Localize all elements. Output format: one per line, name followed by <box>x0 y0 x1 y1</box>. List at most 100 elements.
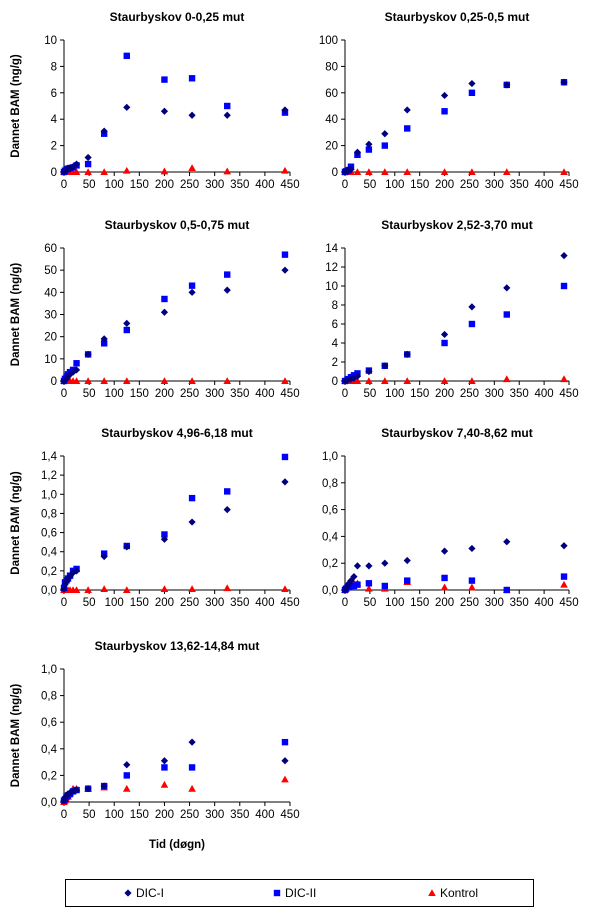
chart-panel-4: Staurbyskov 2,52-3,70 mut 0 2 4 6 8 10 12 14 0 50 1… <box>325 218 578 400</box>
y-tick-label: 50 <box>44 265 57 277</box>
chart-title: Staurbyskov 0,5-0,75 mut <box>105 218 250 232</box>
y-tick-label: 0 <box>332 376 338 388</box>
x-tick-label: 100 <box>105 597 124 609</box>
y-tick-label: 0,4 <box>41 547 58 559</box>
series-dic-ii-point <box>188 494 196 502</box>
series-dic-i-point <box>350 374 358 382</box>
y-tick-label: 0,0 <box>322 585 338 597</box>
x-tick-label: 350 <box>510 597 529 609</box>
series-kontrol-point <box>365 168 373 175</box>
series-kontrol-point <box>160 377 169 384</box>
x-tick-label: 250 <box>180 809 199 821</box>
y-tick-label: 60 <box>325 88 338 100</box>
y-tick-label: 40 <box>325 114 338 126</box>
series-dic-ii-point <box>365 580 373 587</box>
series-dic-ii-point <box>560 282 568 290</box>
series-dic-ii-point <box>123 326 130 334</box>
y-tick-label: 1,2 <box>41 470 57 482</box>
series-dic-ii-point <box>441 108 448 115</box>
series-dic-ii-point <box>404 577 411 584</box>
series-dic-i-point <box>84 153 92 162</box>
series-dic-i-point <box>440 547 449 555</box>
series-kontrol <box>60 164 289 175</box>
series-dic-i-point <box>353 562 362 570</box>
y-tick-label: 0,0 <box>41 797 57 809</box>
series-dic-i-point <box>381 362 389 370</box>
series-dic-i-point <box>365 562 373 570</box>
series-kontrol-point <box>365 584 373 592</box>
y-axis-label: Dannet BAM (ng/g) <box>10 263 22 367</box>
series-kontrol-point <box>440 377 449 384</box>
series-dic-ii-point <box>224 488 231 495</box>
series-kontrol-point <box>365 377 373 384</box>
series-dic-i-point <box>350 573 358 581</box>
series-dic-i <box>60 478 289 593</box>
x-tick-label: 400 <box>255 388 274 400</box>
x-tick-label: 0 <box>342 597 348 609</box>
x-tick-label: 50 <box>363 597 376 609</box>
series-dic-ii-point <box>381 142 389 149</box>
chart-title: Staurbyskov 0,25-0,5 mut <box>385 10 530 24</box>
series-dic-ii-point <box>100 340 108 347</box>
x-tick-label: 0 <box>61 179 67 191</box>
x-tick-label: 100 <box>385 179 404 191</box>
series-dic-i-point <box>347 165 355 173</box>
series-dic-i-point <box>72 366 81 374</box>
series-dic-i-point <box>503 81 511 89</box>
x-tick-label: 150 <box>130 179 149 191</box>
series-kontrol <box>341 578 568 593</box>
x-tick-label: 400 <box>255 179 274 191</box>
y-tick-label: 0,2 <box>322 558 338 570</box>
y-tick-label: 0,6 <box>41 528 57 540</box>
x-tick-label: 350 <box>230 597 249 609</box>
series-dic-i <box>60 103 289 176</box>
x-tick-label: 0 <box>61 597 67 609</box>
series-dic-ii-point <box>503 311 510 318</box>
series-dic-i-point <box>72 567 81 575</box>
series-dic-i <box>60 738 289 805</box>
series-dic-ii <box>60 453 289 592</box>
series-dic-i <box>341 252 568 385</box>
series-dic-i-point <box>281 478 289 486</box>
series-kontrol-point <box>381 168 389 175</box>
legend-marker-dic-ii-point <box>273 889 281 897</box>
y-tick-label: 30 <box>44 310 57 322</box>
series-dic-i-point <box>403 106 411 114</box>
series-dic-ii-point <box>123 52 130 60</box>
series-kontrol-point <box>403 377 412 384</box>
series-dic-ii <box>60 738 289 804</box>
series-kontrol-point <box>122 166 131 174</box>
x-tick-label: 0 <box>342 179 348 191</box>
series-dic-ii-point <box>365 146 373 153</box>
series-kontrol-point <box>160 780 169 788</box>
series-dic-i-point <box>188 111 196 119</box>
chart-panel-7: Staurbyskov 13,62-14,84 mut 0,0 0,2 0,4 0,6 0… <box>10 639 300 851</box>
series-dic-ii-point <box>468 320 476 328</box>
y-tick-label: 6 <box>51 88 57 100</box>
series-dic-ii-point <box>161 531 168 538</box>
x-tick-label: 150 <box>410 597 429 609</box>
y-tick-label: 14 <box>325 243 338 255</box>
y-tick-label: 10 <box>44 354 57 366</box>
y-tick-label: 20 <box>325 141 338 153</box>
series-dic-i-point <box>281 757 289 765</box>
series-dic-i-point <box>160 535 169 543</box>
x-tick-label: 0 <box>342 388 348 400</box>
x-tick-label: 0 <box>61 809 67 821</box>
series-dic-i-point <box>60 585 68 593</box>
series-kontrol-point <box>84 168 92 175</box>
series-kontrol-point <box>84 586 92 593</box>
chart-title: Staurbyskov 4,96-6,18 mut <box>101 426 252 440</box>
x-tick-label: 200 <box>435 388 454 400</box>
series-kontrol <box>60 775 289 805</box>
chart-title: Staurbyskov 7,40-8,62 mut <box>381 426 532 440</box>
series-kontrol-point <box>281 585 289 593</box>
chart-panel-6: Staurbyskov 7,40-8,62 mut 0,0 0,2 0,4 0,6 0,8… <box>322 426 579 609</box>
series-dic-i-point <box>123 319 131 327</box>
series-dic-i-point <box>353 372 362 380</box>
y-tick-label: 4 <box>332 338 339 350</box>
series-kontrol-point <box>122 377 131 384</box>
legend-label-dic-ii: DIC-II <box>285 886 316 900</box>
series-kontrol-point <box>353 377 362 384</box>
